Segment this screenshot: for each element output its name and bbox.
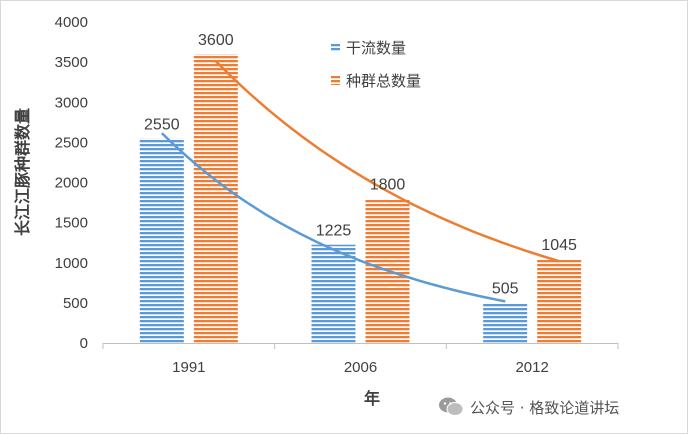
trendline-total <box>214 60 560 263</box>
bar-total-1991 <box>193 54 238 343</box>
bar-total-2012 <box>537 259 582 343</box>
y-tick-label: 4000 <box>55 14 88 31</box>
y-tick-label: 2000 <box>55 175 88 192</box>
y-tick-label: 500 <box>63 295 88 312</box>
x-tick-label: 2012 <box>515 359 548 376</box>
x-tick-label: 1991 <box>172 359 205 376</box>
bar-mainstream-2006 <box>311 244 356 343</box>
y-tick-label: 2500 <box>55 134 88 151</box>
y-axis-title: 长江江豚种群数量 <box>13 108 32 236</box>
legend-label: 干流数量 <box>346 39 406 57</box>
y-tick-label: 3000 <box>55 94 88 111</box>
legend-swatch <box>331 43 340 52</box>
data-label: 1045 <box>541 237 577 254</box>
y-tick-label: 1000 <box>55 255 88 272</box>
trendline-mainstream <box>160 132 506 303</box>
data-label: 2550 <box>144 116 180 133</box>
data-label: 505 <box>492 280 519 297</box>
y-tick-label: 3500 <box>55 54 88 71</box>
wechat-icon <box>439 397 464 416</box>
data-label: 3600 <box>198 32 234 49</box>
watermark-text: 公众号 · 格致论道讲坛 <box>470 398 620 417</box>
y-tick-label: 0 <box>80 335 88 352</box>
legend-swatch <box>331 76 340 85</box>
data-label: 1225 <box>316 223 352 240</box>
x-axis-title: 年 <box>364 389 380 408</box>
y-tick-label: 1500 <box>55 215 88 232</box>
watermark: 公众号 · 格致论道讲坛 <box>438 394 619 420</box>
bar-mainstream-1991 <box>139 138 184 343</box>
x-tick-label: 2006 <box>344 359 377 376</box>
data-label: 1800 <box>370 177 406 194</box>
legend-label: 种群总数量 <box>346 72 421 90</box>
bar-mainstream-2012 <box>483 302 528 343</box>
